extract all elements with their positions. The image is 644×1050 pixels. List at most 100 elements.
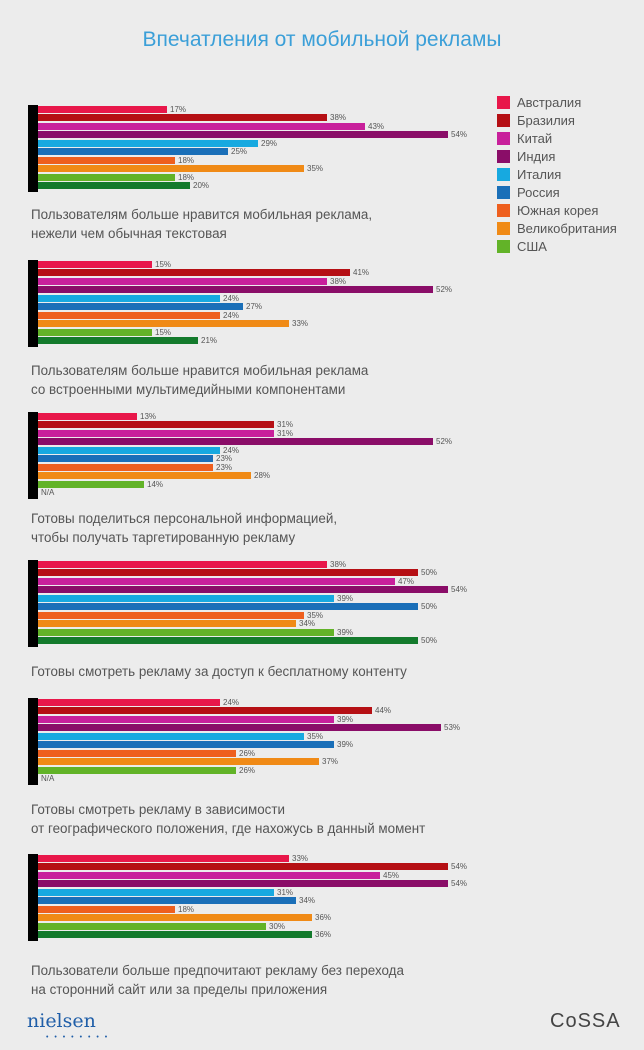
bar-value-label: 18%	[178, 173, 195, 182]
legend-item: Индия	[497, 147, 617, 165]
bar	[38, 880, 448, 887]
bar	[38, 269, 350, 276]
bar-value-label: 15%	[155, 260, 172, 269]
bar-value-label: 29%	[261, 139, 278, 148]
bar-value-label: N/A	[41, 488, 55, 497]
bar	[38, 430, 274, 437]
legend-label: США	[517, 238, 547, 254]
legend-item: Италия	[497, 165, 617, 183]
bar	[38, 733, 304, 740]
bar-value-label: 28%	[254, 471, 271, 480]
caption-line: Готовы поделиться персональной информаци…	[31, 511, 338, 526]
bar	[38, 716, 334, 723]
bar-value-label: 31%	[277, 420, 294, 429]
bar-value-label: 35%	[307, 732, 324, 741]
panel-axis	[28, 412, 38, 499]
bar	[38, 148, 228, 155]
bar-value-label: 43%	[368, 122, 385, 131]
bar	[38, 603, 418, 610]
legend-swatch	[497, 113, 510, 127]
legend-label: Бразилия	[517, 112, 575, 128]
bar	[38, 569, 418, 576]
bar-value-label: 41%	[353, 268, 370, 277]
bar	[38, 157, 175, 164]
bar-value-label: 13%	[140, 412, 157, 421]
bar-value-label: 34%	[299, 619, 316, 628]
bar-value-label: 45%	[383, 871, 400, 880]
bar-value-label: 47%	[398, 577, 415, 586]
bar-value-label: 38%	[330, 113, 347, 122]
bar	[38, 295, 220, 302]
caption-line: чтобы получать таргетированную рекламу	[31, 530, 296, 545]
bar-value-label: 31%	[277, 888, 294, 897]
legend-swatch	[497, 185, 510, 199]
bar	[38, 855, 289, 862]
panel-caption: Готовы поделиться персональной информаци…	[31, 509, 491, 547]
bar-value-label: 34%	[299, 896, 316, 905]
bar-value-label: 38%	[330, 277, 347, 286]
panel-axis	[28, 854, 38, 941]
bar-value-label: 36%	[315, 913, 332, 922]
legend-item: Южная корея	[497, 201, 617, 219]
bar	[38, 472, 251, 479]
bar-value-label: 18%	[178, 905, 195, 914]
bar-value-label: 24%	[223, 698, 240, 707]
bar	[38, 174, 175, 181]
bar	[38, 464, 213, 471]
bar-value-label: 23%	[216, 463, 233, 472]
bar	[38, 758, 319, 765]
panel-caption: Готовы смотреть рекламу в зависимости от …	[31, 800, 491, 838]
caption-line: Пользователи больше предпочитают рекламу…	[31, 963, 404, 978]
bar	[38, 312, 220, 319]
bar-value-label: 15%	[155, 328, 172, 337]
bar-value-label: 17%	[170, 105, 187, 114]
bar-value-label: 50%	[421, 636, 438, 645]
bar-value-label: 37%	[322, 757, 339, 766]
legend-item: Китай	[497, 129, 617, 147]
panel-axis	[28, 105, 38, 192]
bar-value-label: 50%	[421, 602, 438, 611]
nielsen-logo: nielsen	[27, 1010, 96, 1032]
bar-value-label: 30%	[269, 922, 286, 931]
panel-caption: Готовы смотреть рекламу за доступ к бесп…	[31, 662, 491, 681]
bar-value-label: 54%	[451, 130, 468, 139]
panel-caption: Пользователям больше нравится мобильная …	[31, 361, 491, 399]
bar-value-label: 54%	[451, 585, 468, 594]
bar	[38, 872, 380, 879]
cossa-logo: CoSSA	[550, 1010, 621, 1032]
bar	[38, 637, 418, 644]
bar-value-label: 39%	[337, 715, 354, 724]
bar	[38, 329, 152, 336]
bar	[38, 481, 144, 488]
legend-item: США	[497, 237, 617, 255]
legend-swatch	[497, 203, 510, 217]
panel-axis	[28, 560, 38, 647]
bar	[38, 165, 304, 172]
bar	[38, 140, 258, 147]
caption-line: на сторонний сайт или за пределы приложе…	[31, 982, 328, 997]
legend-swatch	[497, 239, 510, 253]
bar	[38, 629, 334, 636]
bar-value-label: 24%	[223, 446, 240, 455]
bar	[38, 699, 220, 706]
nielsen-logo-dots: • • • • • • • •	[46, 1034, 110, 1041]
legend-swatch	[497, 131, 510, 145]
bar	[38, 114, 327, 121]
legend-label: Италия	[517, 166, 562, 182]
bar	[38, 914, 312, 921]
bar	[38, 106, 167, 113]
legend-label: Австралия	[517, 94, 582, 110]
bar	[38, 595, 334, 602]
legend-label: Южная корея	[517, 202, 599, 218]
bar	[38, 863, 448, 870]
legend-item: Россия	[497, 183, 617, 201]
bar-value-label: 38%	[330, 560, 347, 569]
bar-value-label: 39%	[337, 628, 354, 637]
bar	[38, 447, 220, 454]
bar	[38, 612, 304, 619]
bar-value-label: 52%	[436, 437, 453, 446]
bar	[38, 455, 213, 462]
bar-value-label: 50%	[421, 568, 438, 577]
bar	[38, 578, 395, 585]
bar	[38, 620, 296, 627]
